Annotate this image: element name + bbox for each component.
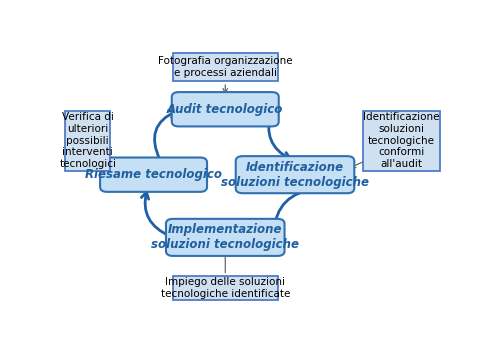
FancyArrowPatch shape bbox=[142, 192, 171, 236]
FancyArrowPatch shape bbox=[268, 112, 290, 159]
FancyBboxPatch shape bbox=[100, 158, 207, 192]
FancyBboxPatch shape bbox=[173, 53, 278, 81]
FancyBboxPatch shape bbox=[363, 110, 440, 171]
FancyBboxPatch shape bbox=[236, 156, 354, 193]
Text: Riesame tecnologico: Riesame tecnologico bbox=[85, 168, 222, 181]
Text: Implementazione
soluzioni tecnologiche: Implementazione soluzioni tecnologiche bbox=[151, 223, 299, 251]
FancyBboxPatch shape bbox=[166, 219, 284, 256]
Text: Impiego delle soluzioni
tecnologiche identificate: Impiego delle soluzioni tecnologiche ide… bbox=[160, 277, 290, 299]
Text: Verifica di
ulteriori
possibili
interventi
tecnologici: Verifica di ulteriori possibili interven… bbox=[59, 113, 116, 169]
Text: Audit tecnologico: Audit tecnologico bbox=[167, 103, 284, 116]
FancyArrowPatch shape bbox=[154, 110, 176, 160]
Text: Identificazione
soluzioni
tecnologiche
conformi
all'audit: Identificazione soluzioni tecnologiche c… bbox=[364, 113, 440, 169]
FancyBboxPatch shape bbox=[172, 92, 279, 126]
FancyBboxPatch shape bbox=[66, 110, 110, 171]
Text: Identificazione
soluzioni tecnologiche: Identificazione soluzioni tecnologiche bbox=[221, 161, 369, 189]
FancyArrowPatch shape bbox=[270, 189, 318, 232]
FancyBboxPatch shape bbox=[173, 275, 278, 300]
Text: Fotografia organizzazione
e processi aziendali: Fotografia organizzazione e processi azi… bbox=[158, 56, 292, 78]
